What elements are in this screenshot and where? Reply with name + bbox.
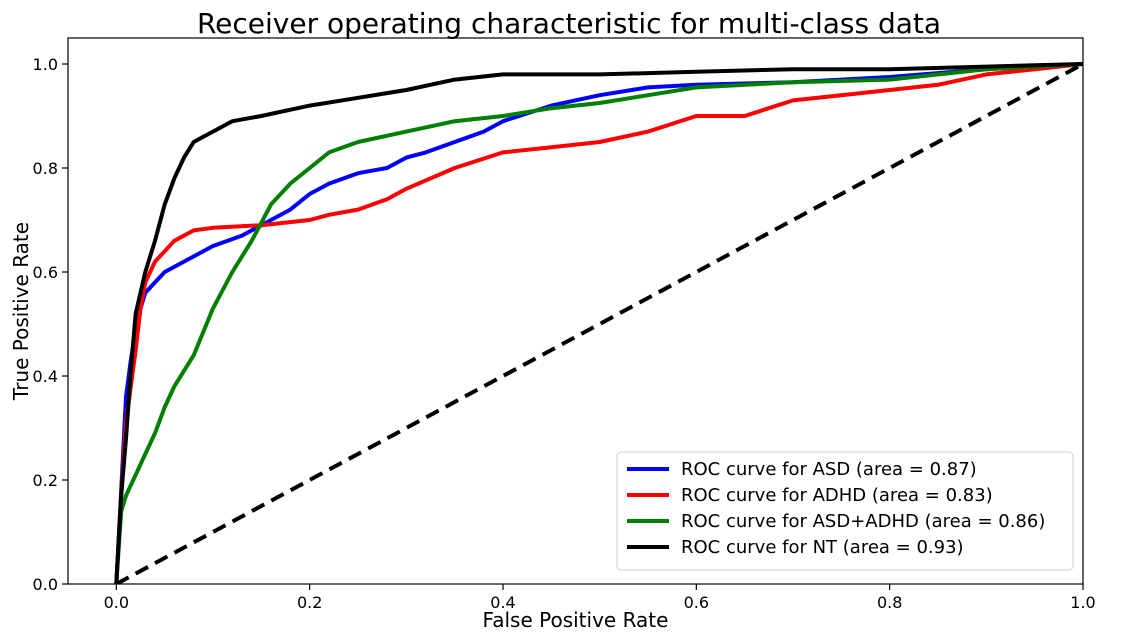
x-tick-label: 0.0 (104, 593, 129, 612)
y-axis-ticks: 0.0 0.2 0.4 0.6 0.8 1.0 (33, 55, 68, 594)
series-layer (114, 62, 1084, 584)
x-tick-label: 0.6 (684, 593, 709, 612)
legend-box (616, 451, 1074, 571)
roc-line-series-3 (114, 62, 1084, 584)
x-axis-ticks: 0.0 0.2 0.4 0.6 0.8 1.0 (104, 584, 1096, 612)
chance-diagonal-line (115, 62, 1084, 584)
y-tick-label: 0.8 (33, 159, 58, 178)
y-tick-label: 0.2 (33, 471, 58, 490)
x-tick-label: 0.2 (297, 593, 322, 612)
y-tick-label: 1.0 (33, 55, 58, 74)
x-tick-label: 0.8 (877, 593, 902, 612)
legend-entry-label: ROC curve for ASD+ADHD (area = 0.86) (681, 511, 1045, 532)
roc-line-series-2 (114, 62, 1084, 584)
plot-frame (67, 37, 1084, 585)
y-tick-label: 0.6 (33, 263, 58, 282)
chart-title: Receiver operating characteristic for mu… (197, 7, 941, 40)
x-tick-label: 0.4 (490, 593, 515, 612)
x-tick-label: 1.0 (1070, 593, 1095, 612)
legend-entry-label: ROC curve for ADHD (area = 0.83) (681, 485, 993, 506)
y-tick-label: 0.0 (33, 575, 58, 594)
legend-entry-label: ROC curve for NT (area = 0.93) (681, 537, 964, 558)
y-axis-label: True Positive Rate (9, 222, 33, 401)
legend: ROC curve for ASD (area = 0.87) ROC curve… (616, 451, 1074, 571)
roc-line-series-4 (114, 62, 1084, 584)
y-tick-label: 0.4 (33, 367, 58, 386)
legend-entry-label: ROC curve for ASD (area = 0.87) (681, 459, 977, 480)
x-axis-label: False Positive Rate (483, 608, 669, 632)
